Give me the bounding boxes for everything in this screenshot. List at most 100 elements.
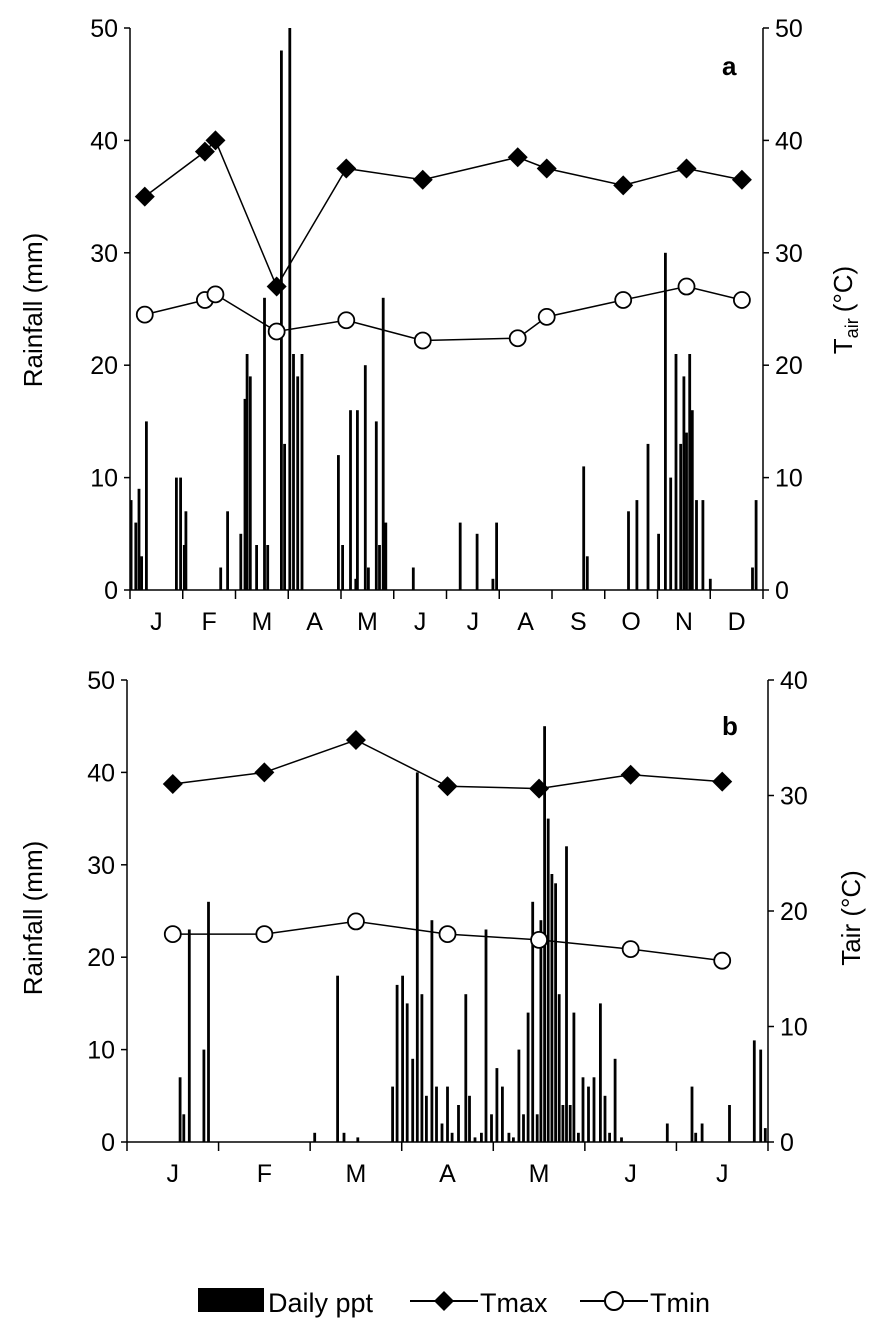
rainfall-bar	[587, 1086, 590, 1142]
rainfall-bar	[608, 1132, 611, 1142]
legend-marker-tmin	[604, 1291, 624, 1311]
tmin-series-b	[163, 912, 732, 970]
tmax-marker	[613, 175, 634, 196]
rainfall-bar	[336, 975, 339, 1142]
rainfall-bar	[255, 545, 258, 590]
rainfall-bar	[512, 1137, 515, 1142]
rainfall-bar	[635, 500, 639, 590]
rainfall-bar	[468, 1095, 471, 1142]
rainfall-bar	[682, 376, 686, 590]
ticks-b: 0 10 20 30 40 50 0 10 20 30 40 J F M A M J J	[87, 667, 808, 1188]
tmax-marker	[266, 276, 287, 297]
legend-swatch-daily-ppt	[198, 1288, 264, 1312]
tmax-marker	[194, 141, 215, 162]
y-tick-label-right: 20	[775, 352, 803, 380]
tmin-marker	[530, 930, 548, 949]
rainfall-bar	[585, 556, 589, 590]
tmin-marker	[677, 277, 696, 296]
y-tick-label-right: 0	[780, 1129, 794, 1157]
rainfall-bar	[145, 421, 148, 590]
rainfall-bar	[565, 846, 568, 1142]
rainfall-bar	[627, 511, 630, 590]
rainfall-bar	[226, 511, 229, 590]
tmin-marker	[347, 912, 365, 931]
tmax-marker	[437, 776, 458, 797]
y-tick-label-left: 30	[90, 240, 118, 268]
rainfall-bar	[405, 1003, 409, 1142]
x-tick-label-month: N	[675, 608, 693, 636]
rainfall-bar	[674, 354, 678, 590]
y-tick-label-right: 50	[775, 15, 803, 43]
rainfall-bars-a	[129, 28, 758, 591]
rainfall-bar	[263, 297, 266, 590]
rainfall-bar	[384, 522, 388, 590]
rainfall-bar	[752, 1040, 756, 1142]
x-tick-label-month: J	[414, 608, 427, 636]
rainfall-bar	[475, 533, 479, 590]
tmax-marker	[345, 730, 366, 751]
rainfall-bar	[341, 545, 344, 590]
rainfall-bar	[665, 1123, 669, 1142]
axes-b	[126, 680, 769, 1143]
rainfall-bar	[356, 410, 359, 590]
rainfall-bar	[374, 421, 378, 590]
rainfall-bar	[603, 1095, 607, 1142]
rainfall-bar	[300, 354, 304, 590]
rainfall-bar	[679, 443, 683, 590]
rainfall-bar	[381, 297, 385, 590]
rainfall-bar	[669, 477, 673, 590]
x-tick-label-month: J	[716, 1160, 729, 1188]
rainfall-bar	[613, 1058, 617, 1142]
y-tick-label-right: 30	[775, 240, 803, 268]
rainfall-bar	[458, 522, 462, 590]
rainfall-bar	[288, 28, 292, 590]
rainfall-bar	[546, 818, 550, 1142]
tmin-marker	[135, 305, 154, 324]
rainfall-bar	[182, 1114, 186, 1142]
rainfall-bar	[554, 883, 557, 1142]
rainfall-bar	[292, 354, 295, 590]
tmax-marker	[620, 764, 641, 785]
rainfall-bar	[473, 1137, 477, 1142]
x-tick-label-month: M	[357, 608, 378, 636]
y-tick-label-left: 10	[90, 465, 118, 493]
rainfall-bar	[129, 500, 133, 590]
y-axis-title-right-b: Tair (°C)	[836, 870, 866, 966]
rainfall-bar	[134, 522, 138, 590]
rainfall-bar	[430, 920, 434, 1142]
tmax-marker	[254, 762, 275, 783]
y-tick-label-left: 0	[101, 1129, 115, 1157]
ticks-a: 0 10 20 30 40 50 0 10 20 30 40 50 J F M A M J J A S O N D	[90, 15, 803, 636]
rainfall-bar	[507, 1132, 511, 1142]
rainfall-bar	[140, 556, 143, 590]
rainfall-bar	[685, 432, 688, 590]
y-tick-label-left: 0	[104, 577, 118, 605]
y-axis-title-right-a-unit: (°C)	[828, 266, 858, 313]
rainfall-bar	[495, 522, 498, 590]
y-tick-label-left: 50	[90, 15, 118, 43]
tmin-marker	[267, 322, 286, 341]
rainfall-bar	[425, 1095, 428, 1142]
y-axis-title-right-a-sub: air	[842, 318, 862, 338]
rainfall-bar	[457, 1105, 460, 1142]
rainfall-bar	[550, 874, 554, 1142]
rainfall-bar	[572, 1012, 576, 1142]
x-tick-label-month: A	[439, 1160, 456, 1188]
rainfall-bar	[694, 1132, 698, 1142]
rainfall-bar	[411, 567, 415, 590]
rainfall-bar	[754, 500, 758, 590]
rainfall-bar	[283, 443, 286, 590]
rainfall-bar	[517, 1049, 521, 1142]
tmin-marker	[733, 291, 751, 309]
rainfall-bar	[582, 466, 586, 590]
rainfall-bar	[495, 1068, 499, 1142]
rainfall-bar	[356, 1137, 360, 1142]
rainfall-bar	[401, 975, 404, 1142]
rainfall-bar	[751, 567, 754, 590]
x-tick-label-month: O	[621, 608, 640, 636]
tmax-line	[144, 139, 743, 289]
y-tick-label-left: 50	[87, 667, 115, 695]
rainfall-bar	[581, 1077, 585, 1142]
y-tick-label-left: 20	[90, 352, 118, 380]
rainfall-bar	[535, 1114, 539, 1142]
